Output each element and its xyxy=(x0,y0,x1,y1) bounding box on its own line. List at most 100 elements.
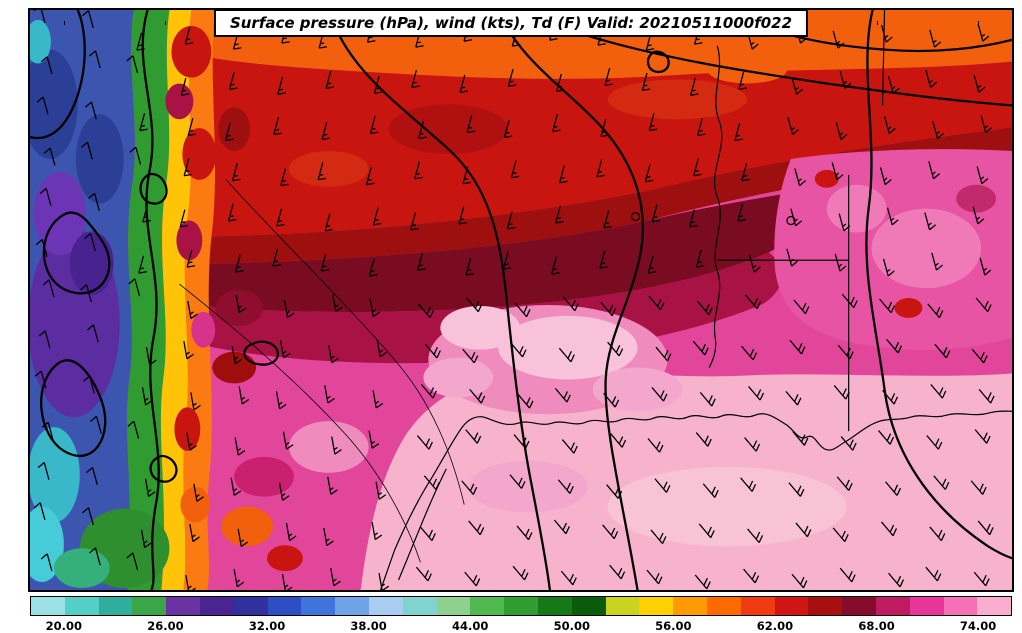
colorbar-segment xyxy=(740,597,775,615)
colorbar-segment xyxy=(368,597,403,615)
td-field-blob xyxy=(592,367,683,412)
colorbar-segment xyxy=(571,597,606,615)
map-frame xyxy=(28,8,1014,592)
td-field-blob xyxy=(53,548,110,589)
colorbar-segment xyxy=(977,597,1012,615)
pressure-contour-line xyxy=(139,172,168,205)
pressure-contour-line xyxy=(243,340,279,366)
td-field-blob xyxy=(30,19,51,64)
map-title-box: Surface pressure (hPa), wind (kts), Td (… xyxy=(213,9,809,37)
td-field-blob xyxy=(388,104,509,155)
td-field-blob xyxy=(707,55,787,84)
colorbar-segment xyxy=(943,597,978,615)
colorbar-segment xyxy=(605,597,640,615)
colorbar xyxy=(30,596,1012,616)
td-field-blob xyxy=(69,231,114,296)
colorbar-segment xyxy=(64,597,99,615)
colorbar-segment xyxy=(267,597,302,615)
td-field-blob xyxy=(234,456,294,497)
colorbar-segment xyxy=(537,597,572,615)
td-field-blob xyxy=(423,357,494,398)
td-field-blob xyxy=(176,220,203,261)
td-field-blob xyxy=(826,184,887,233)
colorbar-tick-mark xyxy=(978,21,980,25)
colorbar-tick-label: 32.00 xyxy=(248,619,286,633)
pressure-contour-line xyxy=(646,50,670,74)
pressure-contour-line xyxy=(327,10,552,590)
geo-boundary-line xyxy=(708,45,723,368)
pressure-contour-line xyxy=(149,454,178,483)
td-field-blob xyxy=(871,208,982,289)
colorbar-segment xyxy=(470,597,505,615)
colorbar-segment xyxy=(909,597,944,615)
colorbar-segment xyxy=(31,597,65,615)
weather-map xyxy=(30,10,1012,590)
td-field-blob xyxy=(267,545,303,572)
td-field-blob xyxy=(498,315,638,380)
td-field-blob xyxy=(288,151,369,187)
colorbar-segment xyxy=(335,597,369,615)
td-field-blob xyxy=(165,83,194,120)
td-field-blob xyxy=(894,298,923,318)
colorbar-segment xyxy=(132,597,167,615)
colorbar-segment xyxy=(673,597,707,615)
pressure-contour-line xyxy=(40,359,107,458)
colorbar-segment xyxy=(774,597,809,615)
colorbar-tick-label: 44.00 xyxy=(452,619,489,633)
td-field-blob xyxy=(468,460,588,513)
colorbar-segment xyxy=(639,597,674,615)
colorbar-segment xyxy=(199,597,234,615)
calm-wind-station-icon xyxy=(786,215,796,226)
calm-wind-station-icon xyxy=(630,211,641,222)
td-field-blob xyxy=(182,128,217,180)
colorbar-segment xyxy=(301,597,336,615)
colorbar-segment xyxy=(436,597,471,615)
td-field-blob xyxy=(607,466,847,547)
td-field-blob xyxy=(440,305,521,350)
geo-boundary-line xyxy=(380,410,1012,590)
td-field-blob xyxy=(212,351,257,384)
td-field-blob xyxy=(191,311,216,348)
colorbar-tick-label: 68.00 xyxy=(858,619,895,633)
colorbar-tick-mark xyxy=(165,21,167,25)
td-field-blob xyxy=(174,407,201,451)
colorbar-segment xyxy=(402,597,437,615)
colorbar-segment xyxy=(808,597,843,615)
colorbar-tick-label: 62.00 xyxy=(756,619,794,633)
pressure-contour-line xyxy=(141,10,160,590)
colorbar-segment xyxy=(842,597,876,615)
pressure-contour-line xyxy=(30,10,86,140)
td-field-blob xyxy=(30,427,80,523)
colorbar-tick-label: 20.00 xyxy=(45,619,83,633)
colorbar-tick-label: 26.00 xyxy=(147,619,184,633)
geo-boundary-line xyxy=(397,468,447,581)
colorbar-tick-label: 56.00 xyxy=(655,619,692,633)
td-field-blob xyxy=(30,49,78,159)
river-line xyxy=(224,178,465,505)
pressure-contour-line xyxy=(496,10,645,590)
geo-boundary-line xyxy=(881,10,886,106)
river-line xyxy=(179,283,421,563)
colorbar-labels: 20.00 26.00 32.00 38.00 44.00 50.00 56.00 62.00… xyxy=(30,619,1012,633)
td-region-maroon-band xyxy=(201,192,796,312)
pressure-contour-line xyxy=(865,10,1012,560)
colorbar-segment xyxy=(166,597,200,615)
colorbar-tick-mark xyxy=(876,21,878,25)
colorbar-segment xyxy=(875,597,910,615)
td-field-blob xyxy=(814,169,839,188)
colorbar-tick-mark xyxy=(63,21,65,25)
colorbar-tick-label: 38.00 xyxy=(350,619,387,633)
map-title: Surface pressure (hPa), wind (kts), Td (… xyxy=(229,14,793,32)
td-field-blob xyxy=(956,184,997,213)
td-field-blob xyxy=(171,25,212,78)
td-field-blob xyxy=(218,107,251,152)
colorbar-segment xyxy=(98,597,133,615)
colorbar-segment xyxy=(706,597,741,615)
td-field-blob xyxy=(288,421,369,473)
colorbar-segment xyxy=(504,597,538,615)
td-region-red-band xyxy=(199,55,1012,237)
td-field-blob xyxy=(221,506,274,547)
td-field-blob xyxy=(180,486,211,523)
colorbar-tick-label: 74.00 xyxy=(959,619,997,633)
